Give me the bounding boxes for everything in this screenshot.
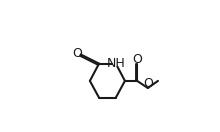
Text: NH: NH <box>106 57 125 70</box>
Text: O: O <box>143 77 153 90</box>
Text: O: O <box>72 47 82 60</box>
Text: O: O <box>132 53 142 65</box>
